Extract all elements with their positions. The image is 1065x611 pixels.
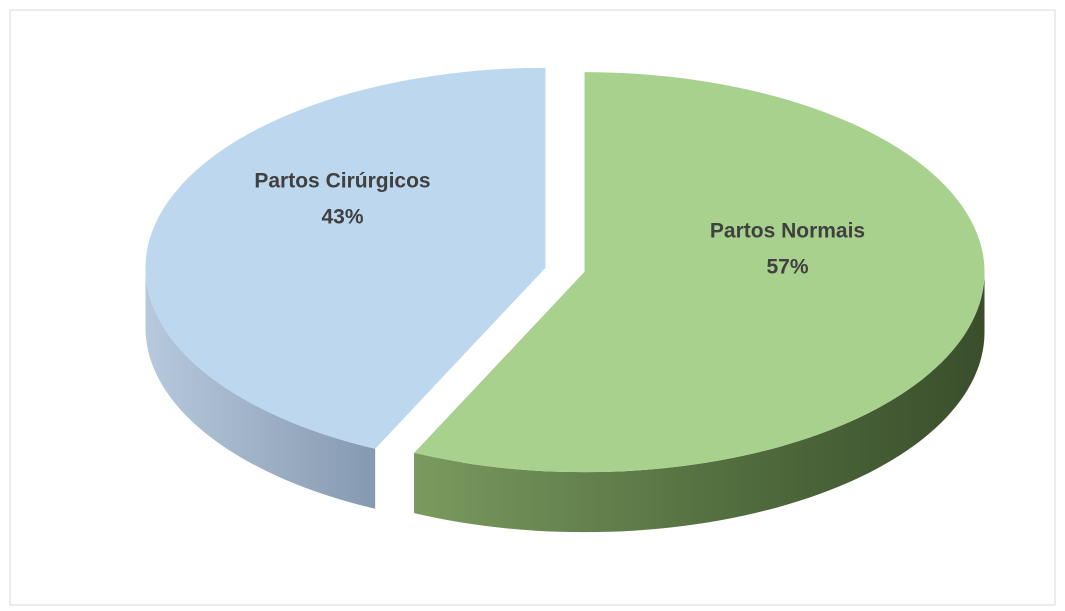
value-label: 57% [766, 255, 808, 278]
slice-label: Partos Cirúrgicos [254, 170, 430, 193]
slice [145, 67, 546, 449]
value-label: 43% [321, 206, 363, 229]
slice-label: Partos Normais [710, 219, 865, 242]
slice [414, 72, 985, 473]
slice-side [145, 267, 376, 509]
slice-side [414, 272, 985, 533]
